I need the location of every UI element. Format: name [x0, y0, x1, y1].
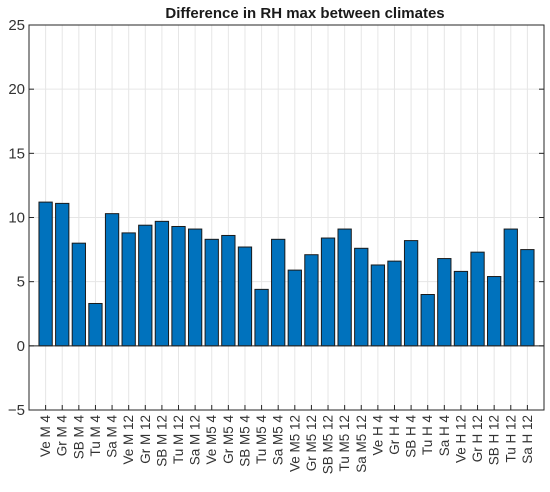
bars	[38, 201, 535, 347]
bar-tu-m5-4	[254, 288, 269, 347]
bar-gr-h-4	[387, 260, 402, 347]
x-tick-label: Gr M 4	[55, 415, 70, 457]
y-tick-labels: −5 0 5 10 15 20 25	[8, 17, 25, 419]
x-tick-label: Ve M 12	[121, 415, 136, 465]
x-tick-label: SB M5 12	[321, 415, 336, 474]
bar-ve-m-12	[121, 232, 136, 347]
x-tick-label: Sa M5 4	[271, 415, 286, 466]
bar-sa-h-12	[520, 249, 535, 347]
x-tick-label: Ve M5 4	[204, 415, 219, 465]
x-tick-label: SB M 4	[71, 415, 86, 460]
bar-sb-m-12	[154, 220, 170, 347]
y-tick-label: −5	[8, 402, 25, 419]
x-tick-label: SB M5 4	[237, 415, 252, 467]
bar-sb-h-4	[403, 240, 419, 347]
bar-ve-h-4	[370, 264, 386, 347]
bar-sb-h-12	[487, 276, 502, 347]
bar-tu-h-4	[420, 294, 435, 347]
x-tick-label: Sa H 4	[437, 415, 452, 457]
x-tick-label: Ve M5 12	[287, 415, 302, 472]
axes	[28, 24, 545, 411]
x-tick-label: Ve H 12	[453, 415, 468, 463]
bar-ve-m5-4	[204, 238, 219, 347]
x-tick-label: Sa H 12	[520, 415, 535, 464]
x-tick-label: Gr H 12	[470, 415, 485, 462]
x-tick-label: Ve H 4	[370, 415, 385, 456]
bar-tu-m-4	[88, 302, 103, 347]
bar-gr-m-12	[138, 224, 153, 347]
bar-tu-m5-12	[337, 228, 352, 347]
x-tick-labels: Ve M 4 Gr M 4 SB M 4 Tu M 4 Sa M 4 Ve M 12 Gr …	[38, 415, 535, 475]
x-tick-label: SB H 12	[487, 415, 502, 465]
y-tick-label: 0	[17, 338, 25, 355]
bar-gr-h-12	[470, 251, 485, 347]
bar-gr-m5-12	[304, 254, 319, 347]
y-tick-label: 15	[8, 145, 25, 162]
bar-sa-m-4	[104, 213, 120, 347]
x-tick-label: Gr M5 4	[221, 415, 236, 464]
x-tick-label: Tu M 12	[171, 415, 186, 464]
bar-sa-m-12	[187, 228, 203, 347]
x-tick-label: SB M 12	[154, 415, 169, 467]
y-tick-label: 25	[8, 17, 25, 34]
x-tick-label: SB H 4	[404, 415, 419, 458]
x-tick-label: Tu M5 12	[337, 415, 352, 472]
y-tick-label: 10	[8, 210, 25, 227]
bar-ve-m5-12	[287, 269, 302, 347]
bar-sb-m-4	[71, 242, 86, 347]
bar-sb-m5-4	[237, 246, 253, 347]
x-tick-label: Ve M 4	[38, 415, 53, 458]
bar-gr-m-4	[55, 202, 70, 347]
x-tick-label: Gr H 4	[387, 415, 402, 455]
chart-title: Difference in RH max between climates	[165, 5, 444, 22]
x-tick-label: Tu H 12	[503, 415, 518, 463]
x-tick-label: Gr M5 12	[304, 415, 319, 471]
x-tick-label: Sa M 4	[105, 415, 120, 458]
x-tick-label: Tu H 4	[420, 415, 435, 456]
x-tick-label: Sa M5 12	[354, 415, 369, 473]
bar-tu-h-12	[503, 228, 518, 347]
bar-sa-h-4	[437, 258, 452, 347]
x-tick-label: Sa M 12	[188, 415, 203, 465]
y-tick-label: 20	[8, 81, 25, 98]
bar-tu-m-12	[171, 225, 186, 347]
x-tick-label: Tu M5 4	[254, 415, 269, 465]
bar-ve-h-12	[453, 270, 469, 347]
bar-sa-m5-4	[271, 238, 286, 347]
bar-sa-m5-12	[354, 247, 369, 347]
y-tick-label: 5	[17, 274, 25, 291]
bar-sb-m5-12	[320, 237, 336, 347]
x-tick-label: Gr M 12	[138, 415, 153, 464]
x-tick-label: Tu M 4	[88, 415, 103, 457]
bar-gr-m5-4	[221, 234, 236, 347]
bar-ve-m-4	[38, 201, 53, 347]
